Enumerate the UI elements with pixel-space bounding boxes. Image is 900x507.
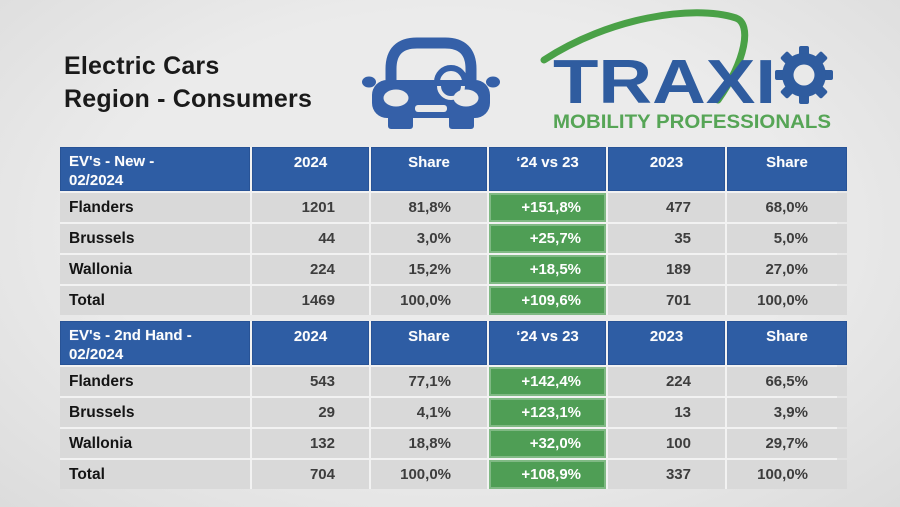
column-header-share: Share <box>371 147 487 191</box>
brand-text: TRAXI <box>553 48 776 117</box>
value-cell: 1469 <box>252 286 369 315</box>
traxio-logo: TRAXI MOBILITY PROFESSIONALS <box>538 4 842 136</box>
value-cell: 77,1% <box>371 367 487 396</box>
region-cell: Brussels <box>60 224 250 253</box>
value-cell: 5,0% <box>727 224 847 253</box>
value-cell: 15,2% <box>371 255 487 284</box>
car-icon <box>362 25 500 129</box>
column-header-2023: 2023 <box>608 321 725 365</box>
column-header-24vs23: ‘24 vs 23 <box>489 147 606 191</box>
column-header-24vs23: ‘24 vs 23 <box>489 321 606 365</box>
region-cell: Brussels <box>60 398 250 427</box>
table-title: EV's - 2nd Hand - 02/2024 <box>60 321 250 365</box>
value-cell: 3,9% <box>727 398 847 427</box>
delta-cell: +109,6% <box>489 286 606 315</box>
delta-cell: +108,9% <box>489 460 606 489</box>
total-cell: Total <box>60 460 250 489</box>
value-cell: 4,1% <box>371 398 487 427</box>
value-cell: 189 <box>608 255 725 284</box>
value-cell: 543 <box>252 367 369 396</box>
value-cell: 18,8% <box>371 429 487 458</box>
table-ev-2nd-hand: EV's - 2nd Hand - 02/2024 2024 Share ‘24… <box>60 321 847 489</box>
value-cell: 35 <box>608 224 725 253</box>
column-header-2023: 2023 <box>608 147 725 191</box>
value-cell: 1201 <box>252 193 369 222</box>
region-cell: Flanders <box>60 193 250 222</box>
value-cell: 3,0% <box>371 224 487 253</box>
swoosh-icon <box>540 9 749 104</box>
delta-cell: +123,1% <box>489 398 606 427</box>
value-cell: 100,0% <box>371 286 487 315</box>
value-cell: 66,5% <box>727 367 847 396</box>
column-header-2024: 2024 <box>252 321 369 365</box>
column-header-share-2023: Share <box>727 147 847 191</box>
value-cell: 100 <box>608 429 725 458</box>
delta-cell: +25,7% <box>489 224 606 253</box>
total-cell: Total <box>60 286 250 315</box>
value-cell: 224 <box>608 367 725 396</box>
value-cell: 224 <box>252 255 369 284</box>
table-ev-new: EV's - New - 02/2024 2024 Share ‘24 vs 2… <box>60 147 847 315</box>
value-cell: 100,0% <box>727 286 847 315</box>
delta-cell: +18,5% <box>489 255 606 284</box>
value-cell: 100,0% <box>727 460 847 489</box>
value-cell: 44 <box>252 224 369 253</box>
value-cell: 29 <box>252 398 369 427</box>
region-cell: Flanders <box>60 367 250 396</box>
column-header-share-2023: Share <box>727 321 847 365</box>
region-cell: Wallonia <box>60 255 250 284</box>
table-title: EV's - New - 02/2024 <box>60 147 250 191</box>
value-cell: 704 <box>252 460 369 489</box>
column-header-2024: 2024 <box>252 147 369 191</box>
value-cell: 29,7% <box>727 429 847 458</box>
value-cell: 477 <box>608 193 725 222</box>
column-header-share: Share <box>371 321 487 365</box>
region-cell: Wallonia <box>60 429 250 458</box>
gear-icon <box>775 46 833 104</box>
value-cell: 27,0% <box>727 255 847 284</box>
delta-cell: +142,4% <box>489 367 606 396</box>
value-cell: 701 <box>608 286 725 315</box>
car-front-icon <box>362 37 500 129</box>
value-cell: 100,0% <box>371 460 487 489</box>
value-cell: 13 <box>608 398 725 427</box>
value-cell: 337 <box>608 460 725 489</box>
value-cell: 68,0% <box>727 193 847 222</box>
delta-cell: +151,8% <box>489 193 606 222</box>
logo-tagline: MOBILITY PROFESSIONALS <box>553 112 831 133</box>
value-cell: 132 <box>252 429 369 458</box>
page-title: Electric Cars Region - Consumers <box>64 52 313 113</box>
value-cell: 81,8% <box>371 193 487 222</box>
delta-cell: +32,0% <box>489 429 606 458</box>
